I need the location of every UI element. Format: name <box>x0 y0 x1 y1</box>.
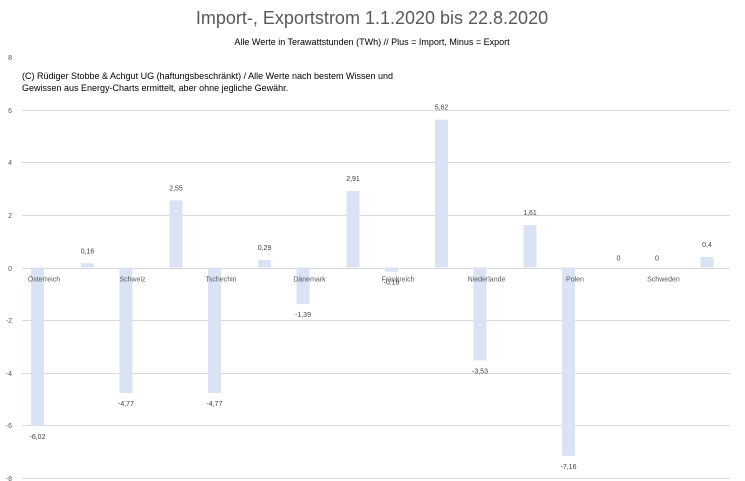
data-label: 1,61 <box>523 210 537 217</box>
data-label: 5,62 <box>435 105 449 112</box>
data-label: 0,4 <box>702 242 712 249</box>
y-tick-label: -4 <box>6 371 12 378</box>
data-label: -7,16 <box>561 464 577 471</box>
category-labels: Österreich Schweiz Tschechin Dänemark Frankr… <box>28 276 680 284</box>
bar <box>208 267 221 394</box>
category-label: Schweden <box>647 277 680 284</box>
data-label: 2,55 <box>169 185 183 192</box>
bar <box>435 119 448 268</box>
category-label: Tschechin <box>205 277 236 284</box>
y-tick-label: 6 <box>8 108 12 115</box>
bar <box>473 267 487 361</box>
y-tick-label: 8 <box>8 55 12 62</box>
category-label: Österreich <box>28 276 60 284</box>
bar <box>258 259 271 268</box>
bar <box>346 190 360 268</box>
category-label: Frankreich <box>381 277 414 284</box>
y-tick-label: 0 <box>8 266 12 273</box>
category-label: Polen <box>566 277 584 284</box>
data-label: -4,77 <box>207 401 223 408</box>
data-label: 0 <box>655 256 659 263</box>
chart-subtitle: Alle Werte in Terawattstunden (TWh) // P… <box>234 37 510 47</box>
y-tick-label: 2 <box>8 213 12 220</box>
data-label: -1,39 <box>295 312 311 319</box>
bar <box>119 267 133 394</box>
bar <box>296 267 310 305</box>
bar <box>385 267 398 272</box>
bar <box>169 200 183 268</box>
data-label: 0 <box>617 256 621 263</box>
category-label: Schweiz <box>119 277 146 284</box>
category-label: Niederlande <box>468 277 506 284</box>
data-label: 2,91 <box>346 176 360 183</box>
data-label: -4,77 <box>118 401 134 408</box>
bar <box>562 267 575 456</box>
bar <box>31 267 44 426</box>
copyright-note-line-1: (C) Rüdiger Stobbe & Achgut UG (haftungs… <box>22 71 393 81</box>
bar <box>81 263 94 268</box>
bars <box>31 119 714 456</box>
bar <box>523 225 537 268</box>
data-labels: -6,02 -4,77 -4,77 -1,39 -0,16 -3,53 -7,16 0 0,16… <box>30 105 712 471</box>
y-axis-ticks: -8 -6 -4 -2 0 2 4 6 8 <box>6 55 12 481</box>
gridlines <box>22 110 730 479</box>
chart-title: Import-, Exportstrom 1.1.2020 bis 22.8.2… <box>196 8 548 28</box>
y-tick-label: -8 <box>6 476 12 481</box>
y-tick-label: 4 <box>8 160 12 167</box>
data-label: -0,16 <box>384 280 400 287</box>
data-label: 0,16 <box>81 248 95 255</box>
data-label: -6,02 <box>30 434 46 441</box>
data-label: 0,29 <box>258 245 272 252</box>
bar <box>700 256 714 268</box>
y-tick-label: -2 <box>6 318 12 325</box>
category-label: Dänemark <box>293 277 326 284</box>
copyright-note-line-2: Gewissen aus Energy-Charts ermittelt, ab… <box>22 83 288 93</box>
data-label: -3,53 <box>472 368 488 375</box>
y-tick-label: -6 <box>6 423 12 430</box>
